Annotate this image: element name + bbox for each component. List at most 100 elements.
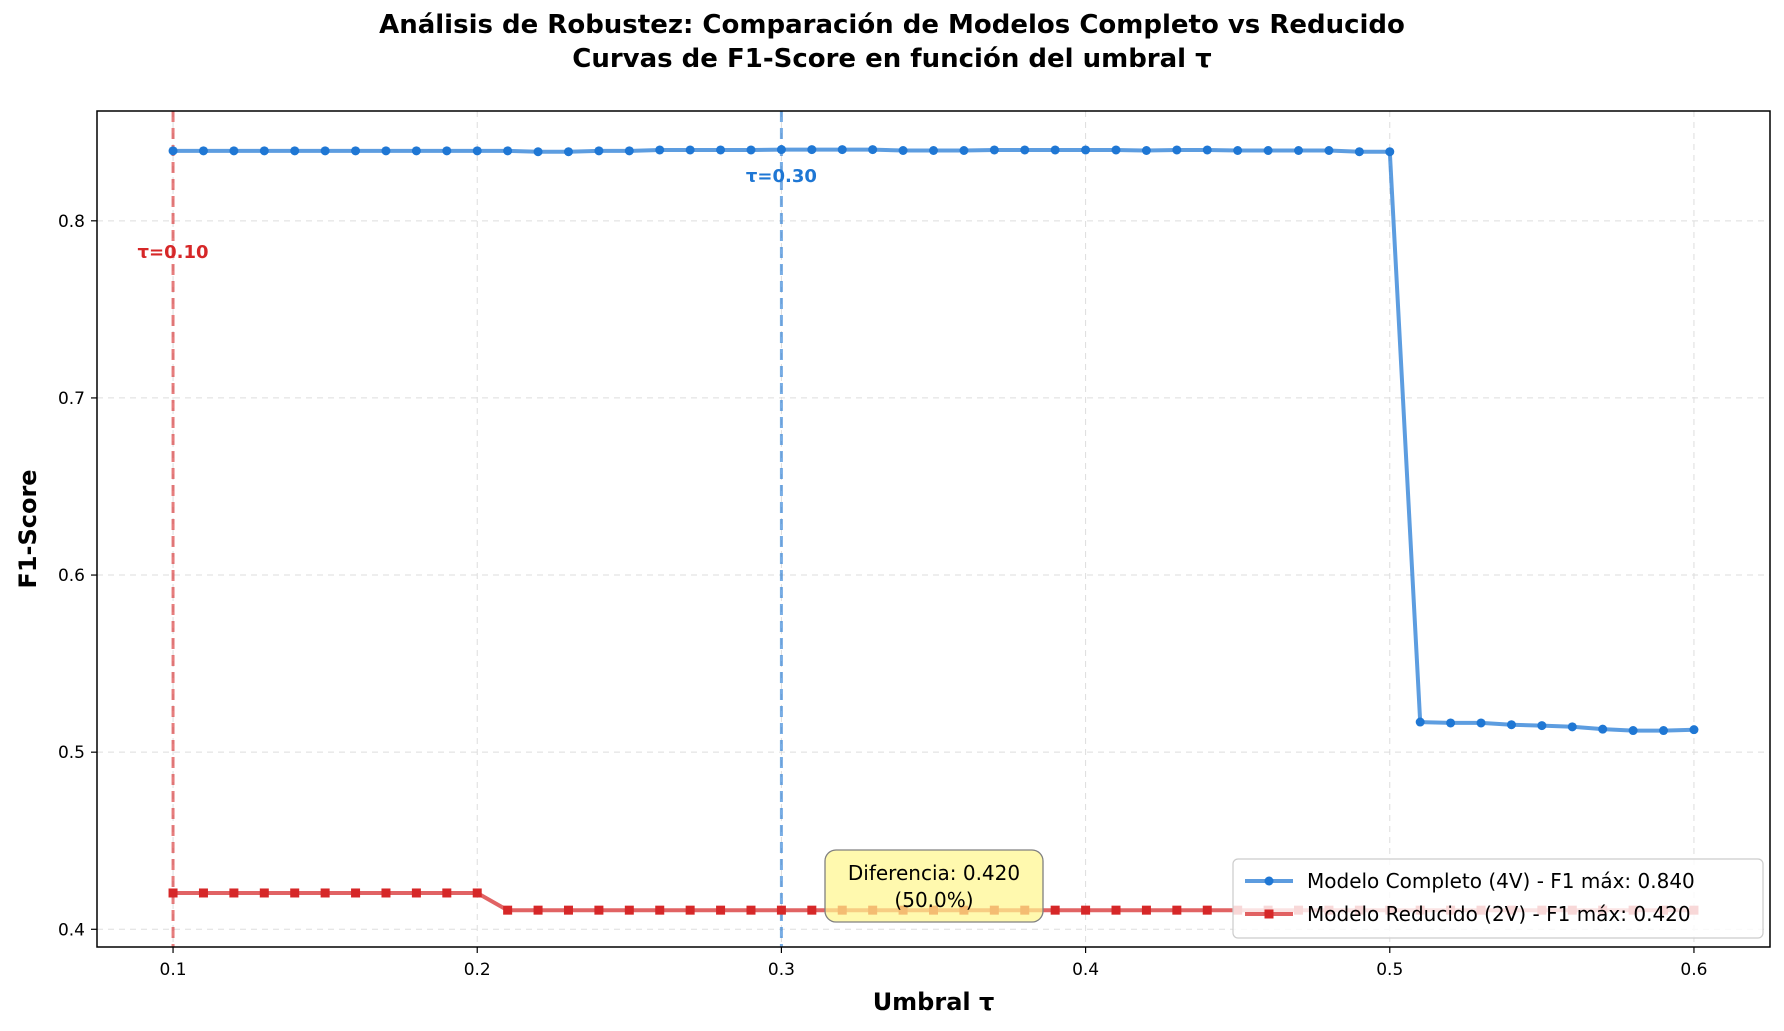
data-point (1415, 717, 1425, 727)
data-point (959, 145, 969, 155)
data-point (1294, 145, 1304, 155)
data-point (1659, 726, 1669, 736)
data-point (1506, 720, 1516, 730)
data-point (898, 145, 908, 155)
data-point (381, 888, 391, 898)
data-point (1141, 145, 1151, 155)
legend-entry-label: Modelo Reducido (2V) - F1 máx: 0.420 (1307, 902, 1691, 926)
data-point (168, 146, 178, 156)
data-point (624, 146, 634, 156)
legend-marker (1264, 909, 1274, 919)
data-point (1233, 145, 1243, 155)
data-point (716, 905, 726, 915)
data-point (563, 147, 573, 157)
chart-title-block: Análisis de Robustez: Comparación de Mod… (0, 8, 1784, 76)
data-point (685, 145, 695, 155)
data-point (290, 888, 300, 898)
data-point (290, 146, 300, 156)
data-point (351, 146, 361, 156)
series-line (173, 147, 1695, 733)
reference-line-label: τ=0.10 (138, 242, 209, 263)
annotation-line-2: (50.0%) (894, 888, 973, 912)
x-tick-label: 0.4 (1072, 960, 1099, 980)
data-point (229, 888, 239, 898)
data-point (503, 905, 513, 915)
data-point (533, 147, 543, 157)
data-point (1598, 724, 1608, 734)
data-point (837, 145, 847, 155)
data-point (746, 145, 756, 155)
x-tick-label: 0.6 (1680, 960, 1707, 980)
x-axis-label: Umbral τ (873, 988, 995, 1016)
data-point (320, 888, 330, 898)
data-point (1172, 905, 1182, 915)
data-point (1111, 905, 1121, 915)
data-point (351, 888, 361, 898)
data-point (1689, 725, 1699, 735)
y-tick-label: 0.6 (58, 566, 85, 586)
x-tick-label: 0.1 (160, 960, 187, 980)
data-point (1385, 147, 1395, 157)
data-point (594, 905, 604, 915)
annotation-box (824, 849, 1044, 923)
data-point (198, 888, 208, 898)
data-point (1081, 145, 1091, 155)
data-point (624, 905, 634, 915)
data-point (594, 146, 604, 156)
data-point (1354, 147, 1364, 157)
data-point (1202, 905, 1212, 915)
y-tick-label: 0.5 (58, 743, 85, 763)
data-point (1628, 726, 1638, 736)
data-point (1111, 145, 1121, 155)
data-point (472, 146, 482, 156)
y-axis-label: F1-Score (14, 469, 42, 588)
data-point (229, 146, 239, 156)
data-point (776, 145, 786, 155)
data-point (1476, 718, 1486, 728)
data-point (411, 146, 421, 156)
data-point (503, 146, 513, 156)
reference-line-label: τ=0.30 (746, 166, 817, 187)
data-point (259, 888, 269, 898)
data-point (411, 888, 421, 898)
y-tick-label: 0.8 (58, 212, 85, 232)
data-point (533, 905, 543, 915)
legend-entry-label: Modelo Completo (4V) - F1 máx: 0.840 (1307, 869, 1695, 893)
data-point (655, 145, 665, 155)
data-point (1172, 145, 1182, 155)
annotation-layer: Diferencia: 0.420 (50.0%) (824, 849, 1044, 923)
data-point (320, 146, 330, 156)
data-point (1324, 145, 1334, 155)
data-point (442, 888, 452, 898)
data-point (1081, 905, 1091, 915)
x-tick-label: 0.2 (464, 960, 491, 980)
data-point (168, 888, 178, 898)
data-point (381, 146, 391, 156)
x-tick-label: 0.5 (1376, 960, 1403, 980)
data-point (746, 905, 756, 915)
grid-layer (97, 111, 1770, 947)
series-0 (168, 145, 1699, 736)
reference-lines-layer: τ=0.10 τ=0.30 (138, 111, 817, 947)
plot-frame (96, 110, 1771, 948)
legend-marker (1264, 876, 1274, 886)
data-point (655, 905, 665, 915)
legend-box (1232, 858, 1764, 939)
data-point (1020, 145, 1030, 155)
data-point (472, 888, 482, 898)
data-point (1202, 145, 1212, 155)
data-point (929, 145, 938, 155)
data-point (776, 905, 786, 915)
data-point (442, 146, 452, 156)
annotation-line-1: Diferencia: 0.420 (848, 861, 1020, 885)
data-point (1537, 721, 1547, 731)
y-tick-label: 0.4 (58, 920, 85, 940)
data-point (563, 905, 573, 915)
legend: Modelo Completo (4V) - F1 máx: 0.840 Mode… (1232, 858, 1764, 939)
data-point (807, 145, 817, 155)
chart-title: Análisis de Robustez: Comparación de Mod… (379, 10, 1405, 40)
ticks-layer: 0.1 0.2 0.3 0.4 0.5 0.6 0.4 0.5 0.6 0.7 0.8 (58, 212, 1708, 980)
data-point (1141, 905, 1151, 915)
series-layer (168, 145, 1699, 915)
